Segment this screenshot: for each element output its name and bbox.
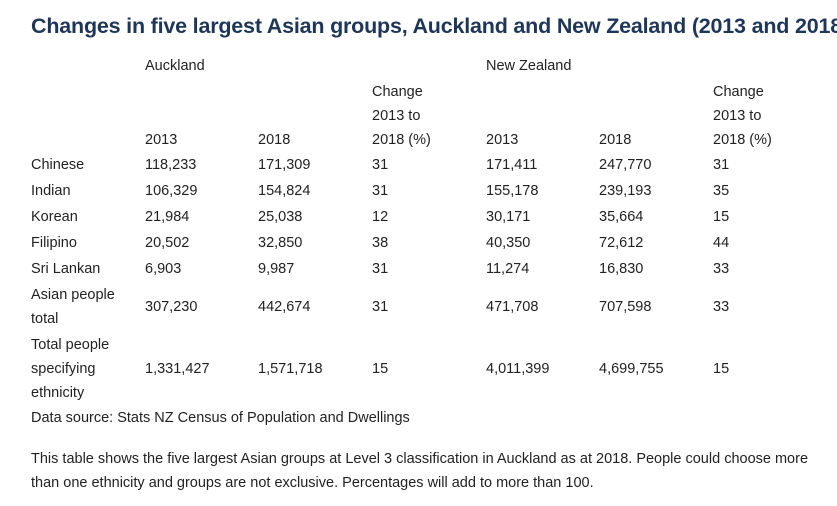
table-note: This table shows the five largest Asian … <box>31 451 809 491</box>
row-label: Sri Lankan <box>31 261 101 277</box>
table-cell: 15 <box>713 209 730 225</box>
table-cell: 33 <box>713 299 730 315</box>
table-cell: 106,329 <box>145 183 198 199</box>
table-cell: 40,350 <box>486 235 531 251</box>
table-cell: 33 <box>713 261 730 277</box>
table-cell: 6,903 <box>145 261 182 277</box>
table-cell: 31 <box>372 183 389 199</box>
table-cell: 707,598 <box>599 299 652 315</box>
table-cell: 25,038 <box>258 209 303 225</box>
row-label: Filipino <box>31 235 77 251</box>
table-cell: 16,830 <box>599 261 644 277</box>
table-cell: 30,171 <box>486 209 531 225</box>
table-cell: 471,708 <box>486 299 539 315</box>
table-cell: 155,178 <box>486 183 539 199</box>
row-label: Chinese <box>31 157 85 173</box>
table-cell: 118,233 <box>145 157 197 173</box>
table-cell: 15 <box>372 361 389 377</box>
column-header: Change 2013 to 2018 (%) <box>372 84 431 148</box>
table-cell: 31 <box>372 261 389 277</box>
table-cell: 72,612 <box>599 235 644 251</box>
table-cell: 31 <box>372 299 389 315</box>
row-label: Total people specifying ethnicity <box>31 337 110 401</box>
table-cell: 247,770 <box>599 157 652 173</box>
table-cell: 4,699,755 <box>599 361 664 377</box>
column-header: 2013 <box>486 132 519 148</box>
table-cell: 20,502 <box>145 235 190 251</box>
table-cell: 31 <box>372 157 389 173</box>
table-cell: 12 <box>372 209 389 225</box>
table-cell: 21,984 <box>145 209 190 225</box>
table-cell: 35 <box>713 183 730 199</box>
group-header: New Zealand <box>486 58 572 74</box>
table-cell: 35,664 <box>599 209 644 225</box>
table-cell: 154,824 <box>258 183 311 199</box>
table-cell: 1,571,718 <box>258 361 323 377</box>
row-label: Korean <box>31 209 78 225</box>
group-header: Auckland <box>145 58 205 74</box>
table-cell: 38 <box>372 235 389 251</box>
table-cell: 171,309 <box>258 157 311 173</box>
column-header: 2018 <box>258 132 291 148</box>
table-cell: 31 <box>713 157 730 173</box>
table-cell: 11,274 <box>486 261 530 277</box>
table-cell: 1,331,427 <box>145 361 210 377</box>
table-cell: 442,674 <box>258 299 311 315</box>
row-label: Asian people total <box>31 287 115 327</box>
row-label: Indian <box>31 183 71 199</box>
table-cell: 32,850 <box>258 235 303 251</box>
column-header: 2013 <box>145 132 178 148</box>
table-title: Changes in five largest Asian groups, Au… <box>31 14 837 38</box>
table-cell: 4,011,399 <box>486 361 550 377</box>
table-cell: 171,411 <box>486 157 538 173</box>
data-source: Data source: Stats NZ Census of Populati… <box>31 410 410 426</box>
table-cell: 307,230 <box>145 299 198 315</box>
column-header: 2018 <box>599 132 632 148</box>
table-cell: 15 <box>713 361 730 377</box>
column-header: Change 2013 to 2018 (%) <box>713 84 772 148</box>
table-cell: 44 <box>713 235 730 251</box>
table-cell: 239,193 <box>599 183 652 199</box>
table-cell: 9,987 <box>258 261 295 277</box>
